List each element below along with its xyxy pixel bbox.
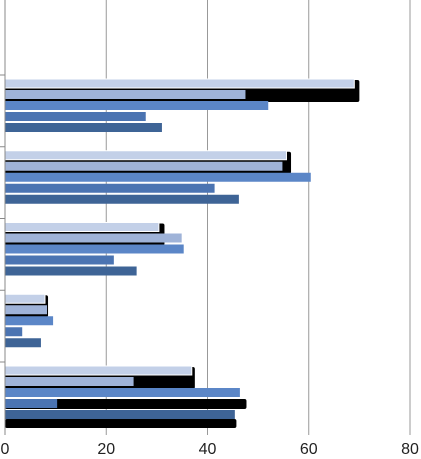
x-tick-label: 40: [199, 441, 217, 458]
bar: [5, 101, 269, 110]
bar: [5, 233, 182, 243]
bar: [5, 266, 137, 276]
bar: [5, 244, 184, 254]
bar: [5, 90, 246, 99]
bar: [5, 183, 215, 193]
bar: [5, 399, 58, 408]
bar: [4, 78, 355, 89]
bar: [5, 388, 240, 397]
bar: [4, 365, 193, 376]
bar: [5, 377, 134, 386]
bar: [4, 150, 287, 161]
bar: [5, 305, 48, 315]
bar: [5, 161, 283, 171]
bar: [5, 112, 146, 121]
bar: [4, 293, 46, 304]
x-tick-label: 20: [97, 441, 115, 458]
bar: [5, 327, 23, 337]
bar: [5, 399, 247, 409]
bar: [5, 338, 41, 348]
bar: [5, 255, 114, 265]
bar: [5, 194, 239, 204]
x-tick-label: 0: [1, 441, 10, 458]
x-tick-label: 80: [401, 441, 419, 458]
bar: [5, 172, 311, 182]
bar: [4, 222, 160, 232]
bar: [5, 316, 54, 326]
bar: [5, 410, 235, 419]
bar: [5, 123, 162, 132]
bar: [5, 419, 237, 428]
x-tick-label: 60: [300, 441, 318, 458]
